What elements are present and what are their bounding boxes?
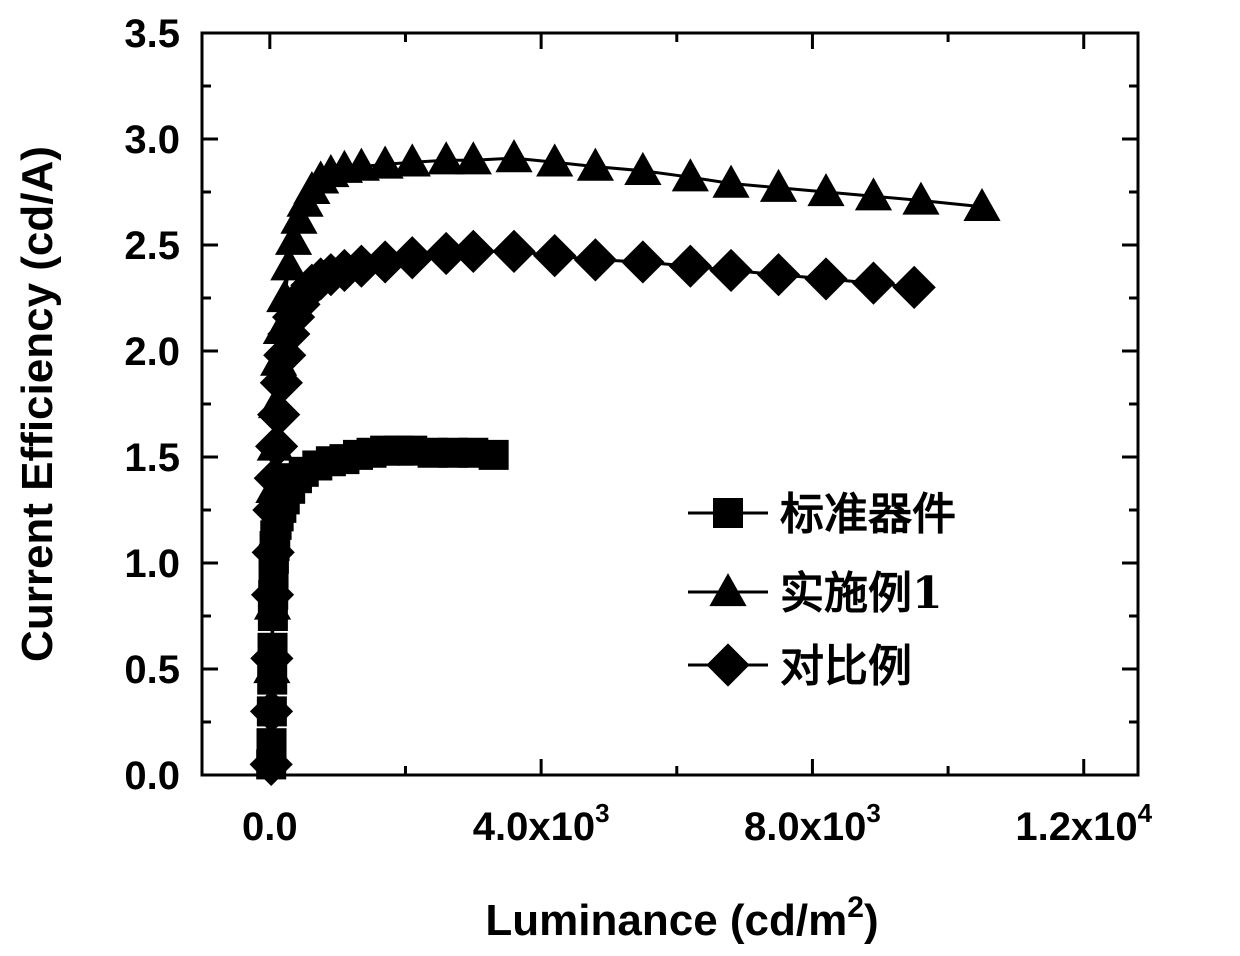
- x-tick-label-exponent: 4: [1138, 798, 1153, 828]
- x-tick-label-base: 0.0: [242, 805, 298, 849]
- data-point-diamond: [709, 249, 752, 292]
- data-point-diamond: [706, 643, 749, 686]
- y-tick-label: 0.5: [124, 648, 180, 692]
- data-point-triangle: [495, 139, 532, 172]
- x-tick-label: 0.0: [242, 805, 298, 849]
- x-tick-label-base: 1.2x10: [1015, 805, 1137, 849]
- x-tick-label-base: 4.0x10: [473, 805, 595, 849]
- data-point-diamond: [757, 253, 800, 296]
- data-point-diamond: [804, 257, 847, 300]
- legend-item: 对比例: [688, 641, 912, 692]
- y-tick-label: 3.5: [124, 12, 180, 56]
- x-axis-title-superscript: 2: [847, 891, 864, 924]
- x-tick-label-exponent: 3: [595, 798, 609, 828]
- legend-label: 对比例: [780, 641, 912, 692]
- legend-item: 实施例1: [688, 568, 943, 619]
- y-axis-title: Current Efficiency (cd/A): [13, 146, 62, 662]
- x-axis-title-text: Luminance (cd/m: [485, 896, 847, 945]
- legend: 标准器件实施例1 对比例: [688, 489, 956, 692]
- y-tick-label: 3.0: [124, 118, 180, 162]
- y-tick-label: 1.0: [124, 542, 180, 586]
- data-point-triangle: [455, 141, 492, 174]
- data-point-diamond: [574, 238, 617, 281]
- x-axis-title-close: ): [864, 896, 879, 945]
- series-square: [256, 436, 508, 780]
- data-point-square: [479, 440, 509, 470]
- data-point-diamond: [250, 690, 293, 733]
- x-tick-label: 4.0x103: [473, 798, 610, 849]
- x-tick-label: 1.2x104: [1015, 798, 1152, 849]
- y-tick-label: 0.0: [124, 754, 180, 798]
- legend-item: 标准器件: [688, 489, 956, 540]
- data-point-diamond: [669, 245, 712, 288]
- x-axis-title: Luminance (cd/m2): [485, 891, 878, 945]
- data-point-diamond: [533, 234, 576, 277]
- x-tick-label-exponent: 3: [866, 798, 880, 828]
- y-tick-label: 2.0: [124, 330, 180, 374]
- data-point-diamond: [452, 230, 495, 273]
- data-point-triangle: [394, 143, 431, 176]
- data-point-diamond: [621, 240, 664, 283]
- data-point-diamond: [852, 262, 895, 305]
- data-point-diamond: [391, 236, 434, 279]
- legend-label: 标准器件: [780, 489, 956, 540]
- y-tick-label: 1.5: [124, 436, 180, 480]
- legend-label: 实施例1: [780, 568, 943, 619]
- y-tick-label: 2.5: [124, 224, 180, 268]
- data-point-diamond: [893, 266, 936, 309]
- data-point-diamond: [492, 230, 535, 273]
- x-tick-label-base: 8.0x10: [744, 805, 866, 849]
- data-point-triangle: [709, 573, 746, 606]
- plot-frame: [202, 33, 1138, 775]
- x-tick-label: 8.0x103: [744, 798, 881, 849]
- data-point-square: [713, 498, 743, 528]
